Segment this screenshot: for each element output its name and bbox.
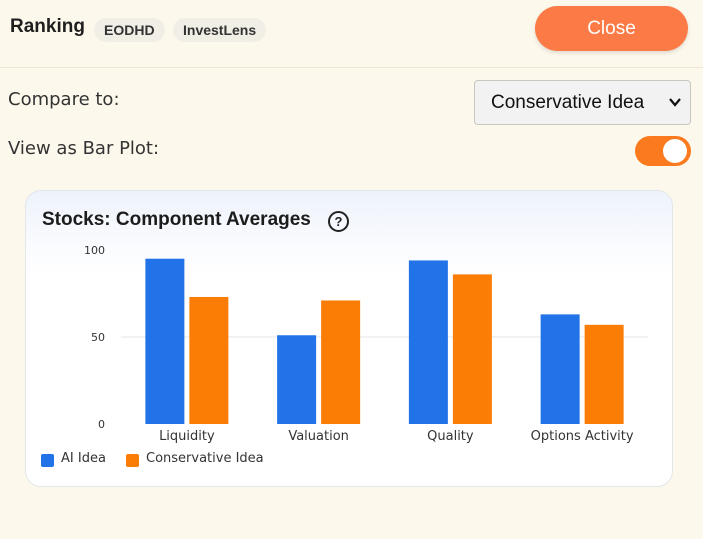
y-tick-label: 0 bbox=[98, 418, 105, 431]
page-title: Ranking bbox=[10, 16, 85, 37]
bar-ai-idea-valuation[interactable] bbox=[277, 335, 317, 424]
x-category-label: Quality bbox=[427, 429, 474, 444]
bar-chart: 0 50 100 Liquidity Valuation Quality Options A… bbox=[84, 244, 648, 444]
bar-ai-idea-quality[interactable] bbox=[408, 260, 448, 424]
bar-ai-idea-liquidity[interactable] bbox=[145, 258, 185, 424]
x-category-label: Options Activity bbox=[531, 429, 634, 444]
compare-select-value: Conservative Idea bbox=[491, 92, 645, 113]
compare-to-label: Compare to: bbox=[8, 89, 120, 110]
x-category-label: Liquidity bbox=[159, 429, 215, 444]
legend-label-ai-idea: AI Idea bbox=[61, 451, 106, 466]
bar-plot-toggle[interactable] bbox=[635, 136, 691, 166]
chart-card: Stocks: Component Averages ? 0 50 100 Liqui… bbox=[25, 190, 673, 487]
legend-swatch-ai-idea bbox=[41, 454, 54, 467]
bar-conservative-idea-options-activity[interactable] bbox=[584, 324, 624, 424]
chevron-down-icon bbox=[668, 81, 682, 141]
y-tick-label: 100 bbox=[84, 244, 105, 257]
help-icon[interactable]: ? bbox=[328, 211, 349, 232]
toggle-knob bbox=[663, 139, 687, 163]
legend-swatch-conservative-idea bbox=[126, 454, 139, 467]
bar-conservative-idea-valuation[interactable] bbox=[321, 300, 361, 424]
chart-title: Stocks: Component Averages bbox=[42, 209, 311, 230]
y-tick-label: 50 bbox=[91, 331, 105, 344]
bar-conservative-idea-liquidity[interactable] bbox=[189, 296, 229, 424]
legend-label-conservative-idea: Conservative Idea bbox=[146, 451, 264, 466]
badge-investlens: InvestLens bbox=[173, 18, 267, 42]
header-bar: Ranking EODHD InvestLens Close bbox=[0, 0, 703, 68]
badge-eodhd: EODHD bbox=[94, 18, 165, 42]
bar-plot-label: View as Bar Plot: bbox=[8, 138, 160, 159]
close-button[interactable]: Close bbox=[535, 6, 688, 51]
bar-conservative-idea-quality[interactable] bbox=[452, 274, 492, 424]
x-category-label: Valuation bbox=[288, 429, 349, 444]
compare-select[interactable]: Conservative Idea bbox=[474, 80, 691, 125]
bar-ai-idea-options-activity[interactable] bbox=[540, 314, 580, 424]
